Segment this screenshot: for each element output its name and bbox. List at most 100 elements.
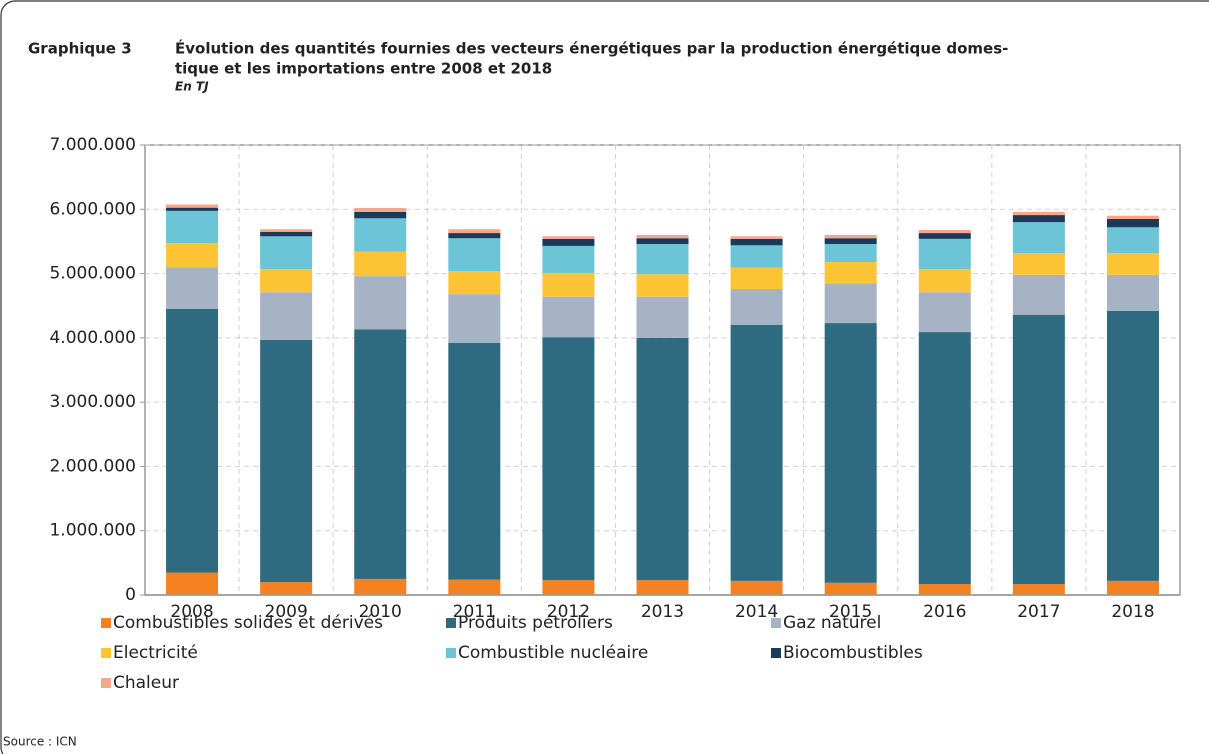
bar-segment	[354, 211, 407, 219]
bar-segment	[918, 233, 971, 239]
bar-segment	[918, 269, 971, 293]
legend-label: Chaleur	[113, 673, 179, 693]
legend-swatch	[101, 678, 111, 688]
bar-segment	[824, 244, 877, 262]
bar-segment	[918, 332, 971, 585]
bar-segment	[1106, 274, 1159, 311]
bar-segment	[636, 337, 689, 581]
bar-segment	[1012, 215, 1065, 223]
bar-segment	[166, 207, 219, 211]
bar-segment	[166, 243, 219, 268]
bar-segment	[166, 572, 219, 595]
legend-swatch	[771, 648, 781, 658]
bar-segment	[1106, 310, 1159, 581]
bar-segment	[448, 271, 501, 295]
chart-title: tique et les importations entre 2008 et …	[175, 60, 552, 78]
bar-segment	[448, 233, 501, 239]
bar-segment	[542, 245, 595, 273]
x-tick-label: 2011	[453, 602, 496, 622]
legend-label: Biocombustibles	[783, 643, 923, 663]
bar-segment	[824, 238, 877, 244]
bar-segment	[542, 296, 595, 338]
bar-segment	[354, 251, 407, 277]
bar-segment	[918, 238, 971, 270]
bar-segment	[824, 323, 877, 583]
bar-segment	[354, 218, 407, 252]
bar-segment	[636, 244, 689, 275]
bar-segment	[1106, 580, 1159, 595]
legend-label: Produits pétroliers	[458, 613, 613, 633]
bar-segment	[542, 238, 595, 246]
bar-segment	[260, 582, 313, 595]
bar-segment	[1012, 253, 1065, 275]
y-tick-label: 0	[125, 585, 136, 605]
bar-segment	[448, 343, 501, 580]
legend-swatch	[446, 618, 456, 628]
bar-segment	[166, 210, 219, 244]
bar-segment	[636, 235, 689, 239]
bar-segment	[542, 272, 595, 297]
bar-segment	[918, 292, 971, 333]
x-tick-label: 2017	[1017, 602, 1060, 622]
bar-segment	[260, 269, 313, 293]
bar-segment	[1106, 218, 1159, 228]
bar-segment	[918, 229, 971, 234]
bar-segment	[824, 582, 877, 595]
bar-segment	[542, 337, 595, 581]
x-tick-label: 2015	[829, 602, 872, 622]
bar-segment	[1106, 215, 1159, 219]
legend-label: Gaz naturel	[783, 613, 881, 633]
bar-segment	[448, 579, 501, 595]
bar-segment	[1012, 211, 1065, 216]
bar-segment	[260, 236, 313, 270]
bar-segment	[824, 235, 877, 239]
bar-segment	[1012, 222, 1065, 253]
y-tick-label: 1.000.000	[49, 521, 136, 541]
bar-segment	[166, 308, 219, 573]
bar-segment	[730, 236, 783, 239]
x-tick-label: 2010	[359, 602, 402, 622]
legend-swatch	[101, 648, 111, 658]
y-tick-label: 7.000.000	[49, 135, 136, 155]
x-tick-label: 2018	[1111, 602, 1154, 622]
chart-title: Évolution des quantités fournies des vec…	[175, 39, 1008, 58]
bar-segment	[354, 208, 407, 212]
legend-swatch	[446, 648, 456, 658]
x-tick-label: 2008	[170, 602, 213, 622]
x-tick-label: 2013	[641, 602, 684, 622]
bar-segment	[260, 292, 313, 340]
bar-segment	[1106, 253, 1159, 275]
y-tick-label: 3.000.000	[49, 392, 136, 412]
bar-segment	[260, 339, 313, 583]
bar-segment	[542, 236, 595, 239]
bar-segment	[1012, 584, 1065, 595]
bar-segment	[260, 229, 313, 232]
bar-segment	[824, 262, 877, 284]
source: Source : ICN	[3, 735, 77, 749]
bar-segment	[636, 296, 689, 338]
bar-segment	[730, 580, 783, 595]
bar-segment	[354, 578, 407, 595]
bar-segment	[448, 229, 501, 234]
y-tick-label: 6.000.000	[49, 199, 136, 219]
bar-segment	[636, 274, 689, 297]
x-tick-label: 2009	[265, 602, 308, 622]
y-tick-label: 2.000.000	[49, 456, 136, 476]
bar-segment	[166, 267, 219, 309]
bar-segment	[1012, 274, 1065, 315]
bar-segment	[354, 276, 407, 330]
legend-swatch	[101, 618, 111, 628]
x-tick-label: 2014	[735, 602, 778, 622]
legend-label: Electricité	[113, 643, 198, 663]
bar-segment	[166, 204, 219, 208]
bar-segment	[542, 580, 595, 595]
bar-segment	[354, 329, 407, 579]
bar-segment	[260, 231, 313, 237]
legend-label: Combustible nucléaire	[458, 643, 648, 663]
bar-segment	[1012, 314, 1065, 585]
bar-segment	[730, 325, 783, 581]
bar-segment	[636, 238, 689, 244]
